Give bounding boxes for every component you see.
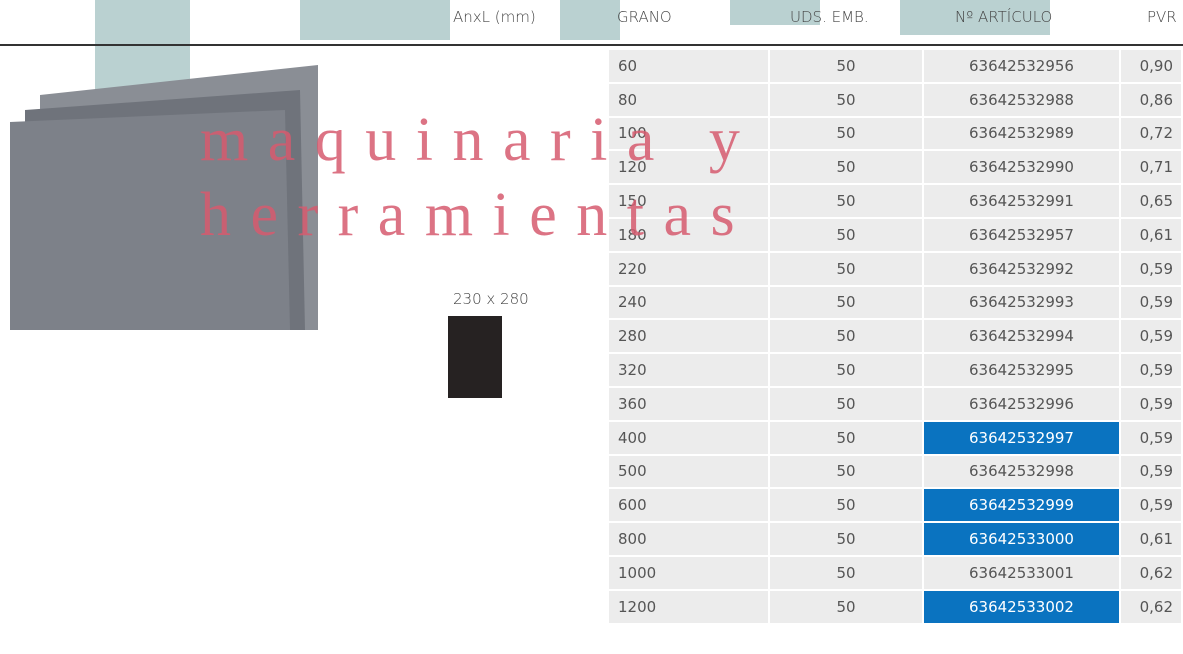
table-cell: 63642532956 [923, 49, 1120, 83]
page: AnxL (mm) GRANO UDS. EMB. Nº ARTÍCULO PV… [0, 0, 1183, 654]
table-cell: 0,59 [1120, 252, 1182, 286]
header-rule [0, 44, 1183, 46]
table-cell: 0,59 [1120, 455, 1182, 489]
table-cell: 220 [608, 252, 769, 286]
table-cell: 800 [608, 522, 769, 556]
table-cell: 63642533000 [923, 522, 1120, 556]
table-cell: 50 [769, 49, 923, 83]
table-cell: 400 [608, 421, 769, 455]
table-cell: 0,59 [1120, 421, 1182, 455]
table-cell: 50 [769, 488, 923, 522]
table-cell: 1200 [608, 590, 769, 624]
col-header: GRANO [617, 8, 672, 26]
table-cell: 63642532997 [923, 421, 1120, 455]
table-cell: 0,86 [1120, 83, 1182, 117]
table-cell: 50 [769, 184, 923, 218]
table-cell: 63642532996 [923, 387, 1120, 421]
table-cell: 360 [608, 387, 769, 421]
table-cell: 0,72 [1120, 117, 1182, 151]
table-cell: 63642533002 [923, 590, 1120, 624]
table-cell: 63642532993 [923, 286, 1120, 320]
table-cell: 600 [608, 488, 769, 522]
table-cell: 320 [608, 353, 769, 387]
table-cell: 63642532994 [923, 319, 1120, 353]
watermark: m a q u i n a r i a y [200, 105, 742, 176]
table-cell: 63642532998 [923, 455, 1120, 489]
table-cell: 63642532992 [923, 252, 1120, 286]
table-cell: 60 [608, 49, 769, 83]
table-cell: 240 [608, 286, 769, 320]
table-cell: 50 [769, 387, 923, 421]
table-cell: 63642532988 [923, 83, 1120, 117]
table-cell: 63642532995 [923, 353, 1120, 387]
table-cell: 50 [769, 522, 923, 556]
table-cell: 0,59 [1120, 319, 1182, 353]
table-cell: 0,61 [1120, 522, 1182, 556]
watermark: h e r r a m i e n t a s [200, 180, 737, 251]
table-cell: 63642533001 [923, 556, 1120, 590]
table-cell: 500 [608, 455, 769, 489]
table-cell: 63642532990 [923, 150, 1120, 184]
col-header: UDS. EMB. [790, 8, 869, 26]
table-cell: 0,59 [1120, 353, 1182, 387]
table-cell: 0,65 [1120, 184, 1182, 218]
table-cell: 63642532957 [923, 218, 1120, 252]
table-cell: 50 [769, 353, 923, 387]
table-cell: 0,62 [1120, 556, 1182, 590]
table-cell: 50 [769, 83, 923, 117]
table-cell: 63642532991 [923, 184, 1120, 218]
col-header: AnxL (mm) [453, 8, 536, 26]
table-cell: 50 [769, 455, 923, 489]
table-cell: 0,59 [1120, 387, 1182, 421]
size-label: 230 x 280 [453, 290, 529, 308]
table-cell: 50 [769, 252, 923, 286]
table-cell: 63642532989 [923, 117, 1120, 151]
table-cell: 50 [769, 286, 923, 320]
table-cell: 63642532999 [923, 488, 1120, 522]
col-header: Nº ARTÍCULO [955, 8, 1052, 26]
table-cell: 1000 [608, 556, 769, 590]
table-cell: 50 [769, 421, 923, 455]
table-cell: 0,90 [1120, 49, 1182, 83]
col-header: PVR [1147, 8, 1177, 26]
table-cell: 50 [769, 556, 923, 590]
table-cell: 50 [769, 590, 923, 624]
table-cell: 0,71 [1120, 150, 1182, 184]
table-cell: 0,62 [1120, 590, 1182, 624]
table-cell: 280 [608, 319, 769, 353]
table-cell: 0,59 [1120, 488, 1182, 522]
table-cell: 50 [769, 117, 923, 151]
table-cell: 50 [769, 218, 923, 252]
table-cell: 0,59 [1120, 286, 1182, 320]
table-cell: 0,61 [1120, 218, 1182, 252]
table-cell: 50 [769, 150, 923, 184]
table-cell: 50 [769, 319, 923, 353]
color-swatch [448, 316, 502, 398]
